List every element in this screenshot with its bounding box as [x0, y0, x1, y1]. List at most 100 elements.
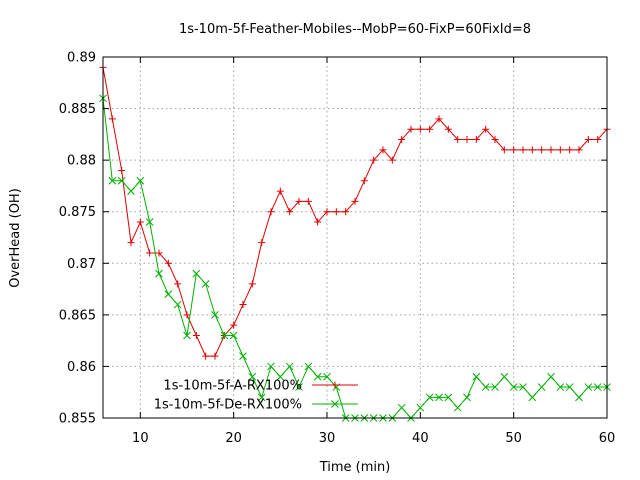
y-tick-label: 0.86: [67, 360, 96, 375]
data-point: [220, 331, 229, 340]
data-point: [295, 383, 303, 391]
data-point: [519, 146, 527, 154]
data-point: [267, 208, 275, 216]
data-point: [258, 239, 266, 247]
data-point: [416, 125, 424, 133]
data-point: [370, 156, 378, 164]
data-point: [547, 146, 555, 154]
data-point: [136, 218, 144, 226]
data-point: [379, 146, 387, 154]
data-point: [211, 311, 219, 319]
data-point: [528, 393, 537, 402]
data-point: [463, 136, 471, 144]
data-point: [482, 125, 490, 133]
data-point: [425, 393, 434, 402]
y-tick-label: 0.87: [67, 257, 96, 272]
x-tick-label: 50: [505, 431, 522, 446]
data-point: [435, 115, 443, 123]
data-point: [229, 331, 238, 340]
series-2: [99, 94, 611, 422]
x-tick-label: 60: [599, 431, 616, 446]
series-line: [102, 98, 607, 419]
data-point: [155, 269, 163, 278]
x-tick-label: 40: [412, 431, 429, 446]
chart-title: 1s-10m-5f-Feather-Mobiles--MobP=60-FixP=…: [179, 22, 531, 37]
data-point: [454, 136, 462, 144]
data-point: [314, 218, 322, 226]
data-point: [584, 136, 592, 144]
grid-lines: [103, 57, 607, 418]
x-tick-label: 30: [319, 431, 336, 446]
data-point: [407, 125, 415, 133]
data-point: [136, 176, 145, 185]
x-axis-label: Time (min): [319, 460, 391, 475]
data-point: [183, 311, 191, 319]
legend-label: 1s-10m-5f-A-RX100%: [163, 379, 302, 394]
y-tick-label: 0.865: [59, 308, 96, 323]
data-point: [108, 115, 116, 123]
data-point: [192, 269, 201, 278]
data-point: [304, 362, 313, 371]
data-point: [276, 372, 285, 381]
legend-marker: [331, 381, 339, 389]
data-point: [332, 208, 340, 216]
data-point: [537, 383, 546, 391]
data-point: [556, 383, 565, 391]
data-point: [593, 383, 602, 391]
data-point: [342, 208, 350, 216]
data-point: [267, 362, 275, 371]
y-tick-label: 0.855: [59, 412, 96, 427]
data-point: [472, 136, 480, 144]
series-1: [99, 63, 611, 360]
data-point: [108, 176, 117, 185]
y-tick-label: 0.875: [59, 205, 96, 220]
data-point: [295, 197, 303, 205]
data-point: [323, 372, 331, 381]
data-point: [248, 372, 257, 381]
data-point: [547, 372, 555, 381]
data-point: [285, 362, 294, 371]
data-point: [351, 197, 359, 205]
data-point: [146, 249, 154, 257]
data-point: [276, 187, 284, 195]
data-point: [519, 383, 527, 391]
data-point: [360, 177, 368, 185]
data-point: [230, 321, 238, 329]
data-point: [491, 136, 499, 144]
data-point: [500, 146, 508, 154]
data-point: [453, 403, 462, 412]
data-point: [416, 403, 425, 412]
data-point: [127, 187, 135, 195]
data-point: [472, 372, 481, 381]
data-point: [575, 393, 583, 402]
data-point: [257, 393, 266, 402]
data-point: [201, 280, 210, 288]
data-point: [202, 352, 210, 360]
y-tick-label: 0.88: [67, 154, 96, 169]
data-point: [164, 290, 173, 299]
data-point: [145, 218, 154, 226]
y-tick-label: 0.885: [59, 102, 96, 117]
data-point: [286, 208, 294, 216]
legend-label: 1s-10m-5f-De-RX100%: [154, 398, 302, 413]
data-point: [248, 280, 256, 288]
data-point: [313, 372, 322, 381]
data-point: [239, 352, 247, 360]
data-point: [594, 136, 602, 144]
data-point: [463, 393, 471, 402]
y-tick-label: 0.89: [67, 51, 96, 66]
data-point: [444, 125, 452, 133]
data-point: [211, 352, 219, 360]
data-point: [566, 146, 574, 154]
data-point: [164, 259, 172, 267]
data-point: [565, 383, 574, 391]
data-point: [444, 393, 453, 402]
data-point: [127, 239, 135, 247]
data-point: [538, 146, 546, 154]
data-point: [500, 372, 509, 381]
legend-marker: [331, 400, 339, 408]
data-point: [556, 146, 564, 154]
data-point: [323, 208, 331, 216]
data-point: [575, 146, 583, 154]
